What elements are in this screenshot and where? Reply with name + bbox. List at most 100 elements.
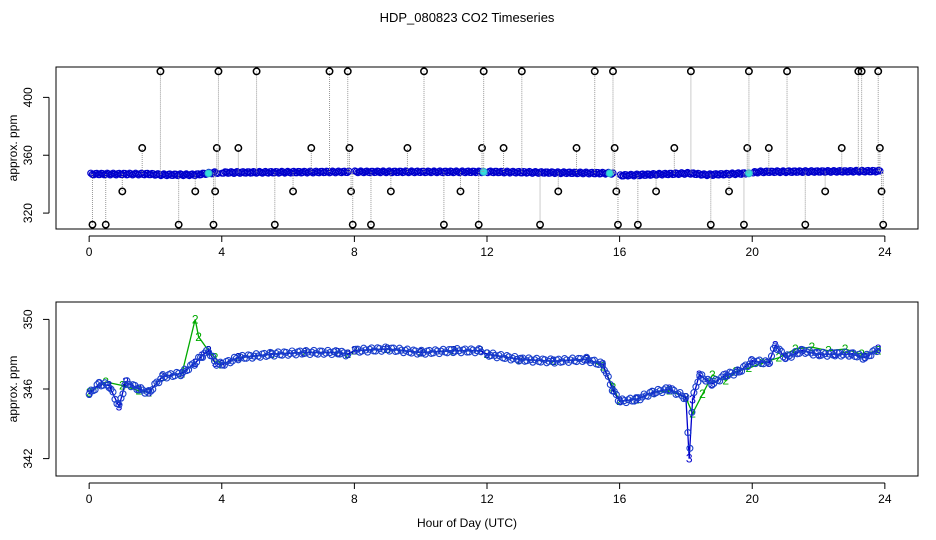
- bottom-series-point: [175, 369, 183, 377]
- bottom-series-label-2: 2: [809, 340, 816, 354]
- bottom-series-point: [740, 363, 748, 371]
- top-y-axis-label: approx. ppm: [6, 115, 20, 182]
- bottom-series-point: [598, 360, 606, 368]
- bottom-series-label-3: 3: [722, 368, 729, 382]
- top-outlier-point: [307, 144, 316, 152]
- top-x-tick-label: 24: [878, 245, 892, 259]
- bottom-series-label-3: 3: [799, 344, 806, 358]
- bottom-series-point: [135, 386, 143, 394]
- top-series-point: [876, 167, 884, 175]
- bottom-series-point: [680, 395, 688, 403]
- bottom-plot-frame: [55, 301, 919, 477]
- bottom-series-label-2: 2: [732, 365, 739, 379]
- top-outlier-point: [875, 144, 884, 152]
- bottom-series-point: [204, 348, 213, 356]
- bottom-x-tick-label: 4: [218, 492, 225, 506]
- top-cyan-marker: [204, 169, 213, 178]
- bottom-series-point: [344, 350, 352, 358]
- bottom-series-point: [684, 429, 692, 437]
- top-y-tick-label: 360: [21, 145, 35, 165]
- bottom-series-point: [644, 392, 652, 400]
- bottom-x-tick-label: 8: [351, 492, 358, 506]
- bottom-series-label-2: 2: [689, 406, 696, 420]
- bottom-series-label-3: 3: [689, 392, 696, 406]
- bottom-series-point: [716, 377, 724, 385]
- bottom-series-point: [105, 384, 113, 392]
- bottom-series-point: [123, 377, 131, 385]
- bottom-series-point: [290, 349, 298, 357]
- top-outlier-point: [367, 220, 375, 229]
- top-outlier-point: [347, 187, 356, 196]
- bottom-series-point: [656, 387, 664, 395]
- bottom-series-point: [765, 359, 774, 367]
- bottom-series-label-2: 2: [699, 387, 706, 401]
- top-series-point: [873, 167, 881, 176]
- bottom-series-point: [226, 359, 234, 367]
- top-outlier-point: [478, 144, 486, 152]
- top-outlier-point: [345, 144, 354, 152]
- bottom-series-label-3: 3: [583, 352, 590, 366]
- bottom-series-label-3: 3: [686, 452, 693, 466]
- top-x-tick-label: 8: [351, 245, 358, 259]
- bottom-series-label-2: 2: [759, 356, 766, 370]
- top-axes: 0 4 8 12 16 20 24 320 360 400: [21, 87, 892, 259]
- bottom-series-point: [151, 380, 159, 388]
- top-outlier-point: [118, 187, 127, 196]
- top-outlier-point: [633, 220, 642, 229]
- top-outlier-point: [879, 220, 888, 229]
- bottom-series-label-3: 3: [417, 346, 424, 360]
- top-outlier-point: [439, 220, 448, 229]
- top-outlier-point: [289, 187, 297, 196]
- bottom-series-label-2: 2: [709, 368, 716, 382]
- bottom-series-point: [742, 361, 750, 369]
- top-outlier-point: [743, 144, 752, 152]
- bottom-series-point: [620, 397, 628, 405]
- bottom-series-point: [686, 444, 694, 452]
- x-axis-label: Hour of Day (UTC): [417, 516, 517, 530]
- bottom-series-point: [767, 352, 776, 360]
- bottom-series-point: [131, 381, 139, 389]
- bottom-series-point: [873, 348, 881, 356]
- bottom-series-label-3: 3: [145, 386, 152, 400]
- bottom-series-label-3: 3: [235, 351, 242, 365]
- top-outlier-point: [479, 67, 488, 76]
- top-outlier-point: [348, 220, 357, 229]
- bottom-series-label-3: 3: [683, 391, 690, 405]
- top-outlier-point: [854, 67, 863, 76]
- bottom-series-point: [867, 352, 875, 360]
- bottom-series-point: [596, 358, 604, 366]
- bottom-series-point: [775, 345, 783, 353]
- bottom-series-point: [248, 354, 256, 362]
- top-cyan-marker: [605, 169, 614, 178]
- top-outlier-point: [783, 67, 791, 76]
- bottom-y-axis-label: approx. ppm: [6, 356, 20, 423]
- top-outlier-point: [821, 187, 830, 196]
- top-outlier-point: [877, 187, 886, 196]
- bottom-series-point: [676, 388, 684, 397]
- bottom-series-point: [704, 375, 712, 383]
- top-outlier-point: [386, 187, 395, 196]
- bottom-x-tick-label: 20: [746, 492, 760, 506]
- bottom-series-point: [119, 390, 127, 398]
- bottom-x-tick-label: 16: [613, 492, 627, 506]
- top-outlier-point: [837, 144, 846, 152]
- bottom-series-point: [117, 394, 125, 402]
- bottom-series-point: [863, 350, 871, 358]
- bottom-series-label-3: 3: [199, 349, 206, 363]
- top-outlier-point: [706, 220, 715, 229]
- top-outlier-point: [191, 187, 200, 196]
- bottom-series-label-3: 3: [159, 370, 166, 384]
- bottom-series-label-2: 2: [722, 373, 729, 387]
- bottom-series-point: [634, 394, 642, 402]
- bottom-x-tick-label: 24: [878, 492, 892, 506]
- bottom-y-tick-label: 346: [21, 379, 35, 399]
- bottom-y-tick-label: 350: [21, 309, 35, 329]
- top-outlier-point: [325, 67, 334, 76]
- top-outlier-point: [572, 144, 581, 152]
- bottom-series-point: [791, 348, 799, 356]
- top-outlier-point: [590, 67, 599, 76]
- bottom-series-point: [395, 344, 404, 352]
- top-outlier-point: [456, 187, 465, 196]
- bottom-series-point: [115, 401, 123, 409]
